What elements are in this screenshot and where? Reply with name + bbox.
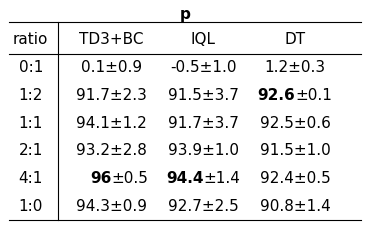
Text: ±0.5: ±0.5 (112, 171, 148, 186)
Text: 1:0: 1:0 (18, 199, 43, 214)
Text: 92.5±0.6: 92.5±0.6 (260, 116, 331, 131)
Text: 94.1±1.2: 94.1±1.2 (76, 116, 147, 131)
Text: 2:1: 2:1 (18, 143, 43, 158)
Text: 96: 96 (90, 171, 112, 186)
Text: 0:1: 0:1 (18, 60, 43, 75)
Text: ±0.1: ±0.1 (295, 88, 332, 103)
Text: 91.7±3.7: 91.7±3.7 (168, 116, 239, 131)
Text: TD3+BC: TD3+BC (79, 32, 144, 48)
Text: -0.5±1.0: -0.5±1.0 (170, 60, 236, 75)
Text: 93.2±2.8: 93.2±2.8 (76, 143, 147, 158)
Text: 94.4: 94.4 (166, 171, 204, 186)
Text: 94.3±0.9: 94.3±0.9 (76, 199, 147, 214)
Text: 90.8±1.4: 90.8±1.4 (260, 199, 330, 214)
Text: DT: DT (285, 32, 306, 48)
Text: 92.4±0.5: 92.4±0.5 (260, 171, 330, 186)
Text: IQL: IQL (191, 32, 216, 48)
Text: ratio: ratio (13, 32, 48, 48)
Text: 91.7±2.3: 91.7±2.3 (76, 88, 147, 103)
Text: 92.6: 92.6 (258, 88, 295, 103)
Text: 91.5±1.0: 91.5±1.0 (260, 143, 330, 158)
Text: 4:1: 4:1 (18, 171, 43, 186)
Text: 91.5±3.7: 91.5±3.7 (168, 88, 239, 103)
Text: 1.2±0.3: 1.2±0.3 (265, 60, 326, 75)
Text: 1:2: 1:2 (18, 88, 43, 103)
Text: 93.9±1.0: 93.9±1.0 (168, 143, 239, 158)
Text: p: p (179, 7, 191, 22)
Text: ±1.4: ±1.4 (204, 171, 240, 186)
Text: 92.7±2.5: 92.7±2.5 (168, 199, 239, 214)
Text: 0.1±0.9: 0.1±0.9 (81, 60, 142, 75)
Text: 1:1: 1:1 (18, 116, 43, 131)
